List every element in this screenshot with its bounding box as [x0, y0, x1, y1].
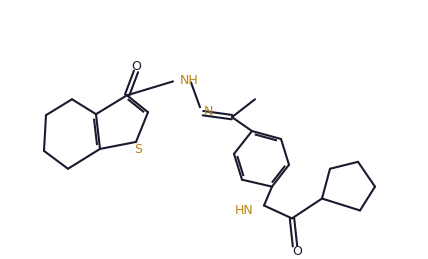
Text: S: S [134, 143, 142, 156]
Text: N: N [204, 105, 214, 118]
Text: O: O [292, 245, 302, 258]
Text: O: O [131, 60, 141, 73]
Text: HN: HN [235, 204, 254, 217]
Text: NH: NH [180, 74, 199, 87]
